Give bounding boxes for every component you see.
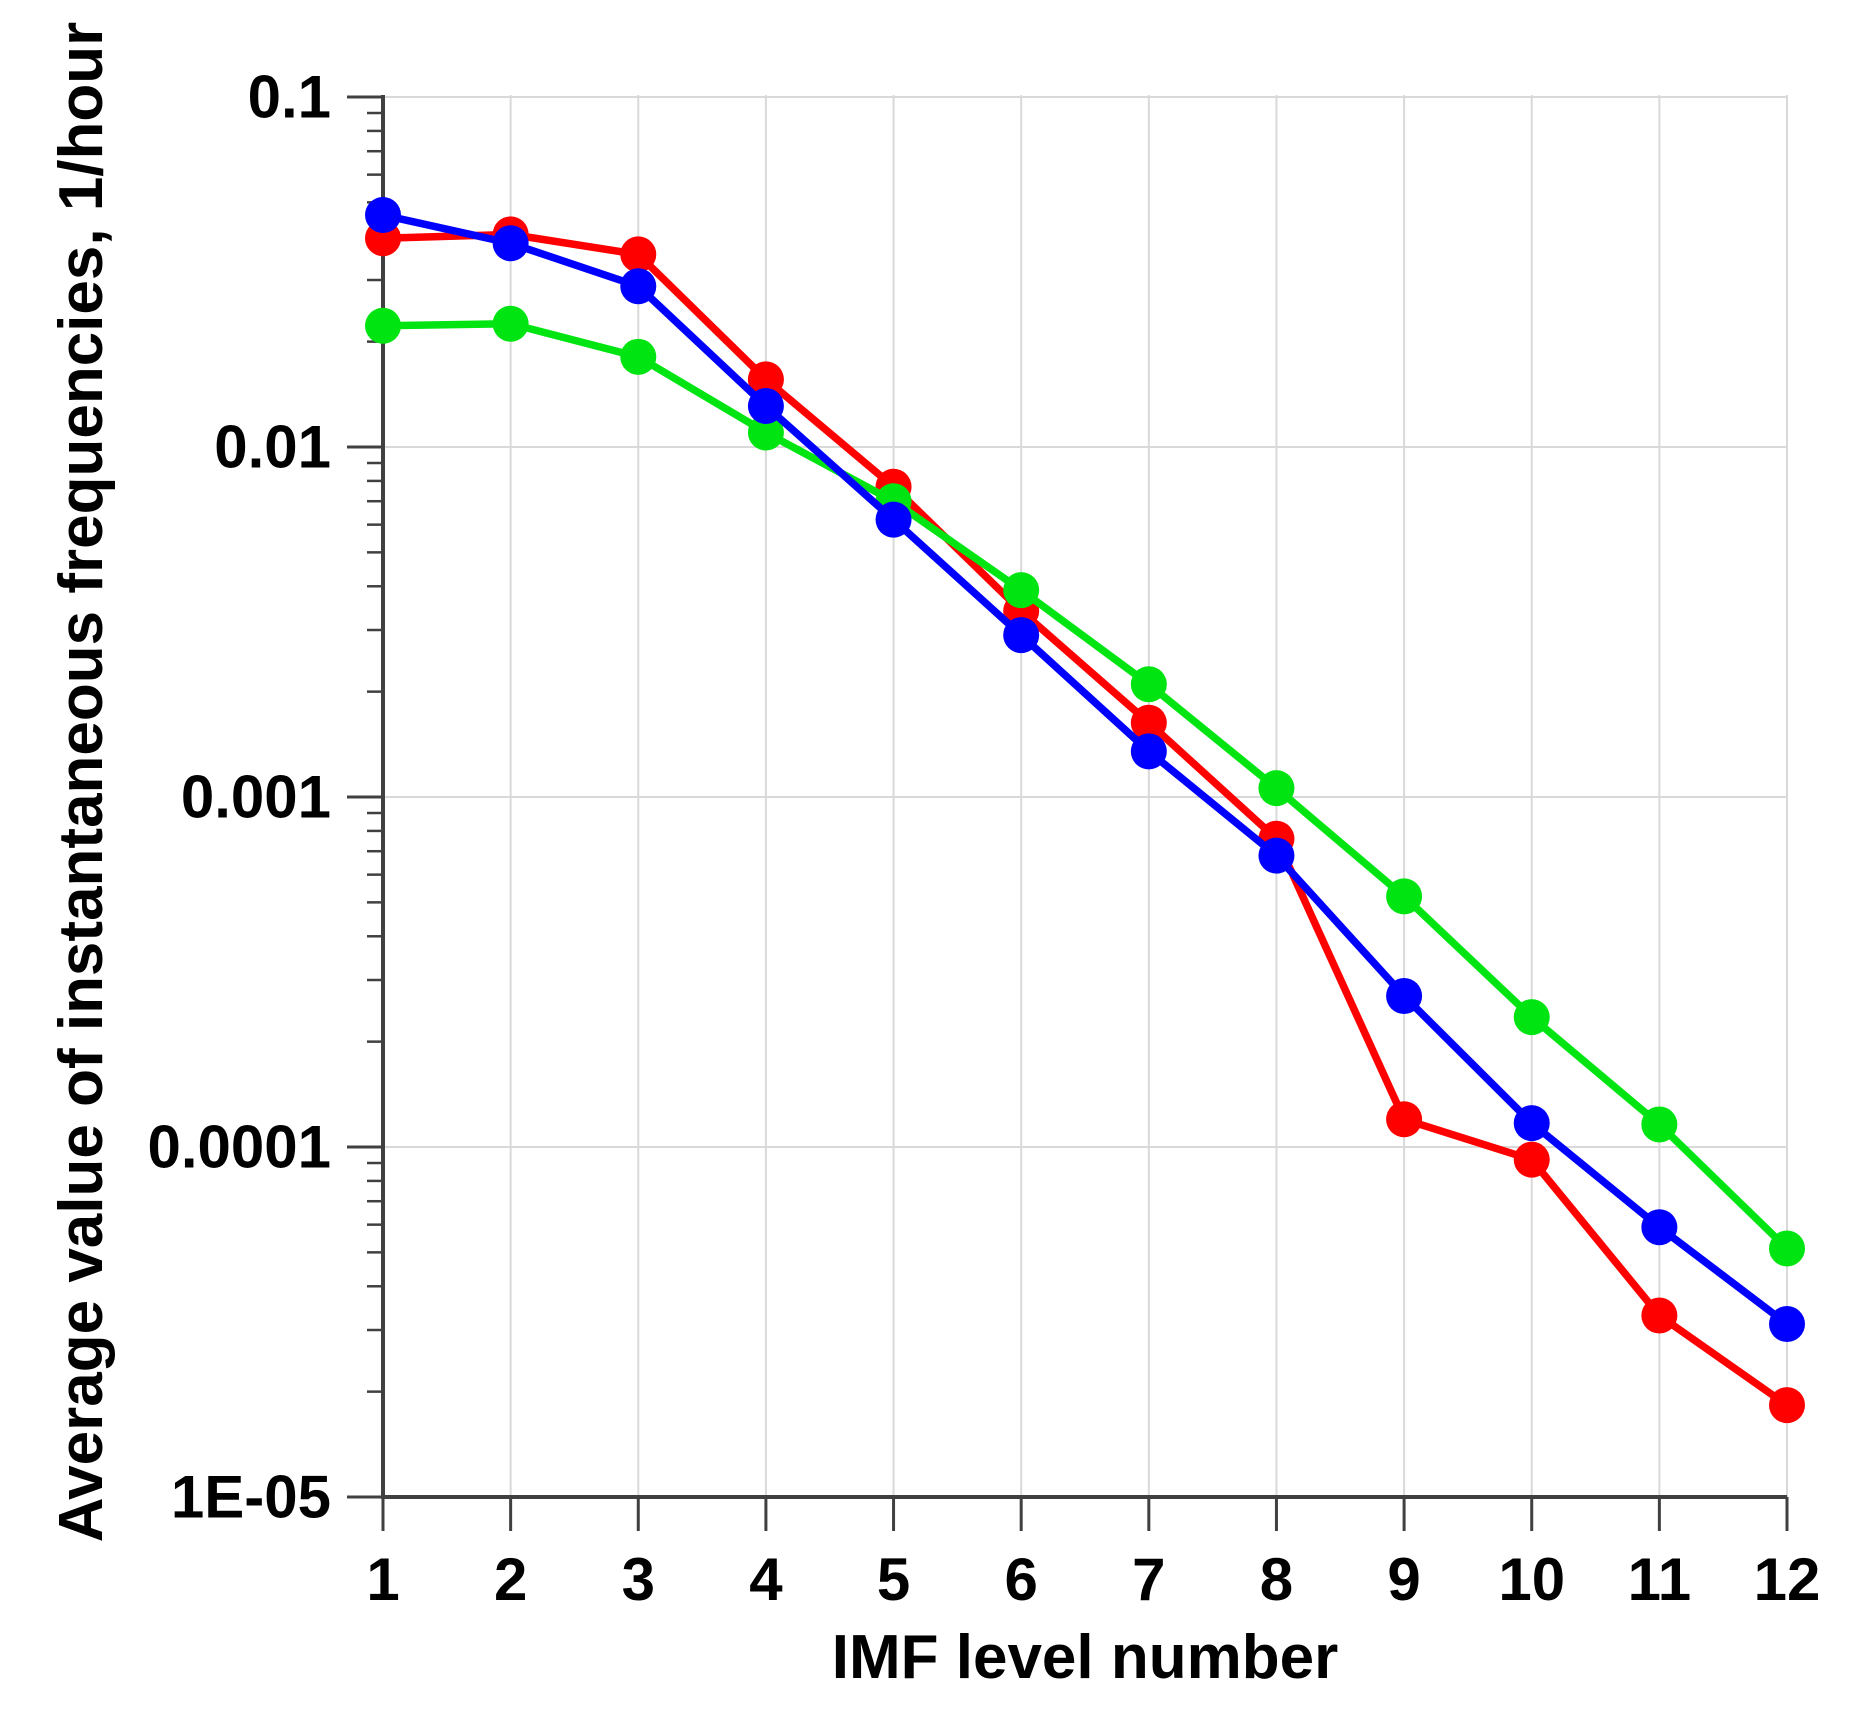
data-point-red-series-x3 <box>620 236 657 273</box>
series-line-green-series <box>379 319 1791 1253</box>
data-point-green-series-x3 <box>620 338 657 375</box>
y-tick-label: 0.0001 <box>147 1114 331 1181</box>
data-point-red-series-x7 <box>1130 704 1167 741</box>
data-point-blue-series-x2 <box>492 225 529 262</box>
data-point-blue-series-x9 <box>1386 978 1423 1015</box>
data-point-green-series-x2 <box>492 305 529 342</box>
series-line-blue-series <box>379 211 1791 1328</box>
data-point-green-series-x12 <box>1769 1230 1805 1267</box>
data-point-blue-series-x6 <box>1003 617 1040 654</box>
data-point-green-series-x11 <box>1641 1106 1678 1143</box>
data-point-green-series-x10 <box>1513 999 1550 1036</box>
data-point-green-series-x7 <box>1130 666 1167 703</box>
data-point-red-series-x10 <box>1513 1141 1550 1178</box>
series-line-red-series <box>379 230 1791 1409</box>
y-tick-label: 1E-05 <box>171 1464 331 1531</box>
x-tick-label: 4 <box>749 1546 783 1613</box>
data-point-red-series-x9 <box>1386 1101 1423 1138</box>
data-point-green-series-x8 <box>1258 770 1295 807</box>
data-point-red-series-x4 <box>747 361 784 398</box>
x-tick-label: 10 <box>1498 1546 1565 1613</box>
data-point-blue-series-x4 <box>747 387 784 424</box>
y-tick-label: 0.1 <box>248 64 331 131</box>
x-tick-label: 3 <box>622 1546 655 1613</box>
y-axis-title: Average value of instantaneous frequenci… <box>47 21 116 1543</box>
x-tick-label: 6 <box>1004 1546 1037 1613</box>
data-point-blue-series-x8 <box>1258 837 1295 874</box>
y-tick-label: 0.001 <box>181 764 331 831</box>
data-point-green-series-x4 <box>747 414 784 451</box>
data-point-green-series-x1 <box>365 307 401 344</box>
x-tick-label: 8 <box>1260 1546 1293 1613</box>
x-tick-label: 5 <box>877 1546 910 1613</box>
data-point-blue-series-x7 <box>1130 733 1167 770</box>
data-point-blue-series-x3 <box>620 268 657 305</box>
x-tick-label: 1 <box>366 1546 399 1613</box>
data-point-green-series-x6 <box>1003 572 1040 609</box>
y-tick-label: 0.01 <box>214 414 331 481</box>
data-point-blue-series-x11 <box>1641 1209 1678 1246</box>
data-point-blue-series-x10 <box>1513 1105 1550 1142</box>
data-point-blue-series-x12 <box>1769 1306 1805 1343</box>
data-point-green-series-x9 <box>1386 878 1423 915</box>
data-point-blue-series-x5 <box>875 501 912 538</box>
x-tick-label: 7 <box>1132 1546 1165 1613</box>
x-tick-label: 12 <box>1754 1546 1821 1613</box>
x-axis-title: IMF level number <box>831 1623 1339 1692</box>
data-point-blue-series-x1 <box>365 197 401 234</box>
x-tick-label: 2 <box>494 1546 527 1613</box>
data-point-red-series-x12 <box>1769 1387 1805 1424</box>
x-tick-label: 9 <box>1387 1546 1420 1613</box>
x-tick-label: 11 <box>1628 1546 1691 1613</box>
data-point-red-series-x11 <box>1641 1297 1678 1334</box>
